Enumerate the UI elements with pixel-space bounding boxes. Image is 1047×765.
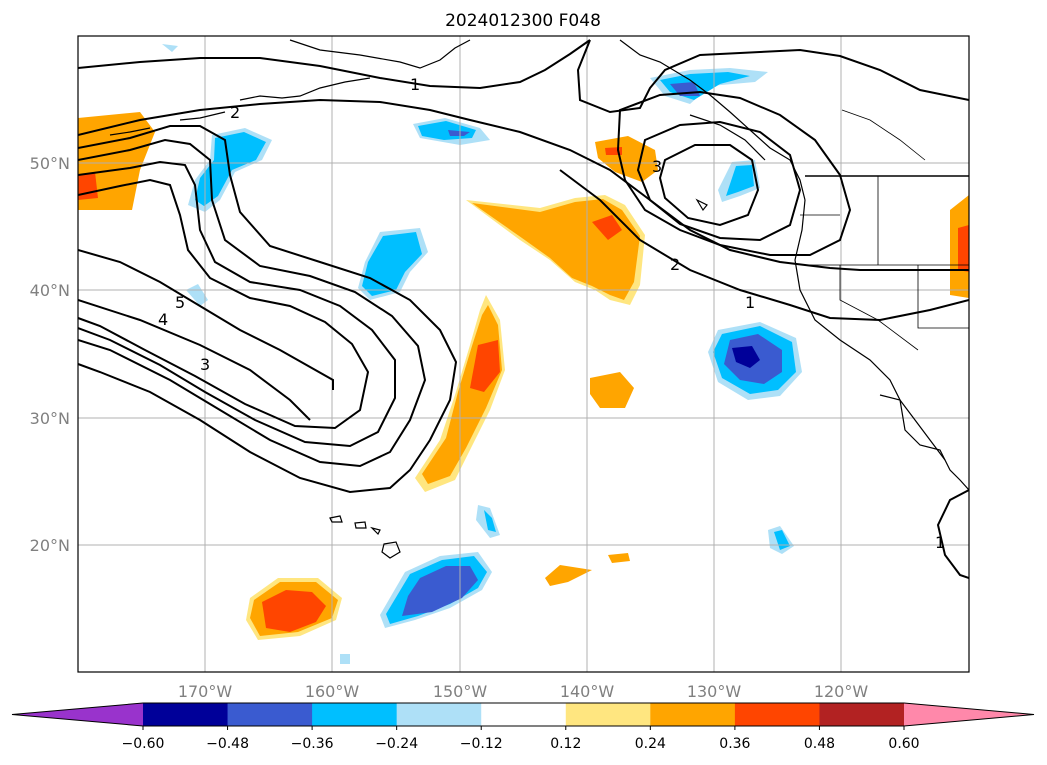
contour-label: 2 bbox=[670, 255, 680, 274]
colorbar-swatch bbox=[734, 703, 820, 726]
contour-label: 3 bbox=[652, 157, 662, 176]
colorbar-tick-label: −0.60 bbox=[122, 736, 165, 752]
lat-tick-label: 20°N bbox=[30, 536, 70, 555]
colorbar-tick-label: −0.12 bbox=[460, 736, 503, 752]
colorbar-tick-label: 0.24 bbox=[635, 736, 666, 752]
map-area: 1 2 3 4 5 3 2 1 1 bbox=[78, 36, 969, 672]
map-frame bbox=[77, 35, 970, 673]
colorbar-swatch bbox=[650, 703, 736, 726]
contours bbox=[78, 39, 969, 579]
lon-tick-label: 160°W bbox=[305, 682, 360, 701]
colorbar: −0.60 −0.48 −0.36 −0.24 −0.12 0.12 0.24 0.36 0.4… bbox=[11, 702, 1035, 752]
contour-label: 1 bbox=[935, 533, 945, 552]
colorbar-swatch bbox=[481, 703, 567, 726]
colorbar-tick-label: 0.60 bbox=[888, 736, 919, 752]
colorbar-tick-label: −0.24 bbox=[375, 736, 418, 752]
lat-tick-label: 40°N bbox=[30, 281, 70, 300]
colorbar-swatch bbox=[565, 703, 651, 726]
figure-title: 2024012300 F048 bbox=[445, 11, 601, 31]
contour-label: 5 bbox=[175, 293, 185, 312]
lat-tick-label: 50°N bbox=[30, 154, 70, 173]
lat-tick-label: 30°N bbox=[30, 409, 70, 428]
colorbar-tick-label: −0.36 bbox=[291, 736, 334, 752]
colorbar-swatch bbox=[227, 703, 313, 726]
contour-labels: 1 2 3 4 5 3 2 1 1 bbox=[158, 75, 945, 552]
lon-tick-label: 140°W bbox=[560, 682, 615, 701]
colorbar-swatch bbox=[143, 703, 229, 726]
contour-label: 2 bbox=[230, 103, 240, 122]
lon-tick-label: 170°W bbox=[178, 682, 233, 701]
gridlines bbox=[78, 36, 969, 672]
lon-tick-labels: 170°W 160°W 150°W 140°W 130°W 120°W bbox=[178, 682, 869, 701]
colorbar-swatch bbox=[396, 703, 482, 726]
colorbar-swatch bbox=[312, 703, 398, 726]
colorbar-tick-label: 0.36 bbox=[719, 736, 750, 752]
colorbar-swatch bbox=[819, 703, 905, 726]
lon-tick-label: 130°W bbox=[687, 682, 742, 701]
coastlines bbox=[109, 39, 969, 559]
lon-tick-label: 150°W bbox=[433, 682, 488, 701]
colorbar-tick-label: −0.48 bbox=[206, 736, 249, 752]
contour-label: 4 bbox=[158, 310, 168, 329]
colorbar-tick-label: 0.12 bbox=[550, 736, 581, 752]
contour-label: 1 bbox=[745, 293, 755, 312]
lon-tick-label: 120°W bbox=[814, 682, 869, 701]
contour-label: 1 bbox=[410, 75, 420, 94]
colorbar-extend-max bbox=[904, 703, 1034, 726]
contour-label: 3 bbox=[200, 355, 210, 374]
lat-tick-labels: 50°N 40°N 30°N 20°N bbox=[30, 154, 70, 555]
colorbar-extend-min bbox=[12, 703, 143, 726]
colorbar-tick-label: 0.48 bbox=[804, 736, 835, 752]
